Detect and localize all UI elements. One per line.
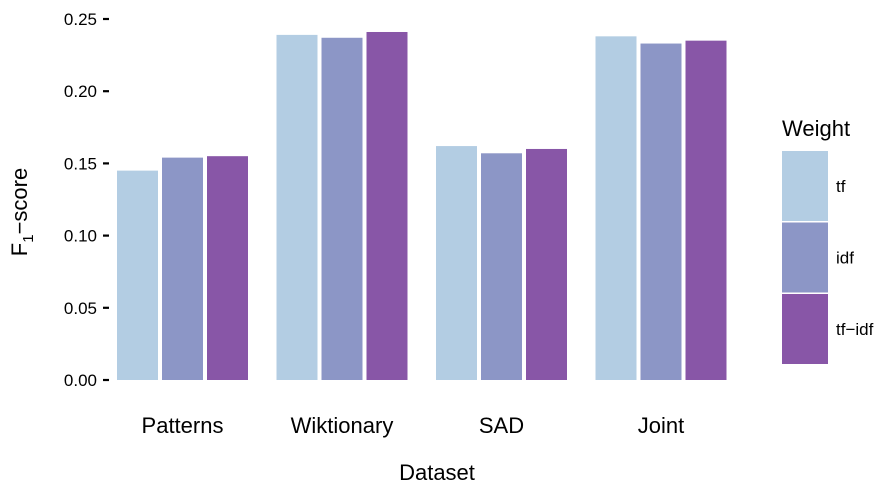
y-axis-title: F1−score — [7, 168, 37, 256]
bar — [162, 157, 203, 380]
y-axis-title-subscript: 1 — [20, 234, 37, 242]
y-tick-label: 0.15 — [64, 154, 97, 173]
bar — [207, 156, 248, 380]
y-axis-title-main: F — [7, 243, 32, 256]
y-tick-label: 0.10 — [64, 227, 97, 246]
bar — [117, 170, 158, 380]
legend-title: Weight — [782, 116, 850, 141]
legend: Weight tf idf tf−idf — [782, 116, 874, 364]
bar — [321, 37, 363, 380]
x-tick-label: Wiktionary — [291, 413, 394, 438]
bar — [481, 153, 522, 380]
legend-label: idf — [836, 249, 854, 268]
y-tick-label: 0.25 — [64, 10, 97, 29]
x-tick-label: Joint — [638, 413, 684, 438]
bar — [595, 36, 637, 380]
bar-group — [117, 31, 727, 380]
legend-swatch — [782, 151, 828, 221]
bar — [640, 43, 682, 380]
x-axis-title: Dataset — [399, 460, 475, 485]
legend-label: tf — [836, 177, 846, 196]
bar — [526, 148, 567, 380]
legend-label: tf−idf — [836, 320, 874, 339]
legend-swatch — [782, 222, 828, 293]
bar — [685, 40, 727, 380]
bar — [366, 31, 408, 380]
y-axis-title-rest: −score — [7, 168, 32, 235]
y-axis: 0.00 0.05 0.10 0.15 0.20 0.25 — [64, 10, 109, 390]
x-tick-label: Patterns — [142, 413, 224, 438]
y-tick-label: 0.05 — [64, 299, 97, 318]
bar — [436, 146, 477, 380]
legend-swatch — [782, 294, 828, 364]
y-tick-label: 0.20 — [64, 82, 97, 101]
bar — [276, 34, 318, 380]
x-axis: Patterns Wiktionary SAD Joint — [142, 413, 685, 438]
y-tick-label: 0.00 — [64, 371, 97, 390]
x-tick-label: SAD — [479, 413, 524, 438]
